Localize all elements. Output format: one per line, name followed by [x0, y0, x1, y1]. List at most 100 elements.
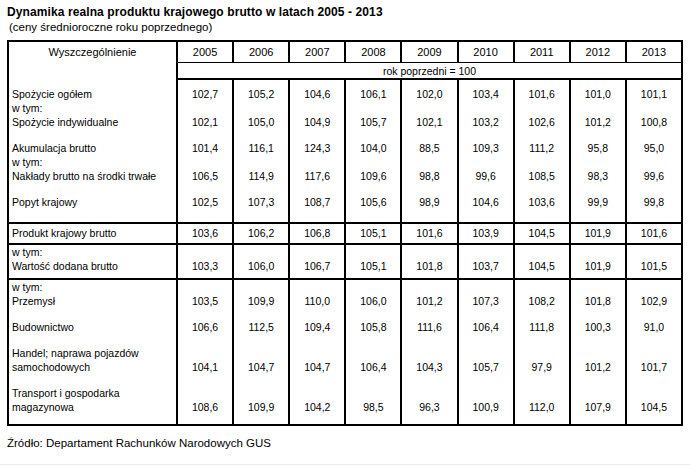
column-header-year: 2009 [401, 41, 457, 63]
value-cell [233, 346, 289, 360]
value-cell: 107,3 [458, 294, 514, 308]
value-cell [458, 279, 514, 294]
value-cell: 100,9 [458, 400, 514, 425]
value-cell: 105,1 [345, 223, 401, 244]
value-cell [570, 155, 626, 169]
value-cell: 102,6 [514, 115, 570, 129]
value-cell: 109,3 [458, 141, 514, 155]
value-cell: 101,2 [570, 360, 626, 374]
value-cell [626, 346, 682, 360]
value-cell [289, 374, 345, 386]
row-label [8, 183, 177, 195]
page-subtitle: (ceny średnioroczne roku poprzednego) [0, 19, 690, 33]
value-cell: 106,7 [289, 259, 345, 279]
value-cell [233, 374, 289, 386]
value-cell [345, 101, 401, 115]
window-edge-strip [0, 464, 690, 465]
page-title: Dynamika realna produktu krajowego brutt… [0, 0, 690, 19]
value-cell [401, 308, 457, 320]
value-cell [401, 155, 457, 169]
value-cell [570, 101, 626, 115]
gdp-dynamics-table: Wyszczególnienie 2005 2006 2007 2008 200… [7, 40, 683, 426]
value-cell: 106,0 [345, 294, 401, 308]
table-row: Produkt krajowy brutto103,6106,2106,8105… [8, 223, 682, 244]
column-header-year: 2007 [289, 41, 345, 63]
value-cell [458, 308, 514, 320]
value-cell: 112,5 [233, 320, 289, 334]
value-cell [570, 386, 626, 400]
column-header-year: 2013 [626, 41, 682, 63]
value-cell [458, 244, 514, 259]
value-cell: 106,4 [345, 360, 401, 374]
value-cell [177, 279, 233, 294]
value-cell [626, 129, 682, 141]
value-cell [177, 129, 233, 141]
value-cell [177, 183, 233, 195]
value-cell [289, 101, 345, 115]
value-cell [458, 386, 514, 400]
value-cell [458, 129, 514, 141]
row-label: magazynowa [8, 400, 177, 425]
value-cell: 105,6 [345, 195, 401, 223]
value-cell: 95,8 [570, 141, 626, 155]
value-cell [289, 346, 345, 360]
table-row: Nakłady brutto na środki trwałe106,5114,… [8, 169, 682, 183]
value-cell [289, 129, 345, 141]
value-cell: 101,7 [626, 360, 682, 374]
value-cell: 104,9 [289, 115, 345, 129]
row-label [8, 334, 177, 346]
value-cell [177, 346, 233, 360]
value-cell: 100,8 [626, 115, 682, 129]
value-cell: 108,6 [177, 400, 233, 425]
table-row: Spożycie ogółem102,7105,2104,6106,1102,0… [8, 79, 682, 101]
value-cell [570, 129, 626, 141]
value-cell [233, 155, 289, 169]
value-cell: 105,8 [345, 320, 401, 334]
value-cell: 114,9 [233, 169, 289, 183]
value-cell: 101,5 [626, 259, 682, 279]
value-cell: 117,6 [289, 169, 345, 183]
value-cell: 96,3 [401, 400, 457, 425]
value-cell [626, 244, 682, 259]
row-label [8, 374, 177, 386]
table-row: Handel; naprawa pojazdów [8, 346, 682, 360]
value-cell: 106,5 [177, 169, 233, 183]
value-cell: 99,6 [626, 169, 682, 183]
value-cell [401, 129, 457, 141]
value-cell: 104,0 [345, 141, 401, 155]
table-row: Spożycie indywidualne102,1105,0104,9105,… [8, 115, 682, 129]
value-cell [177, 334, 233, 346]
value-cell [233, 129, 289, 141]
value-cell: 104,5 [514, 223, 570, 244]
value-cell: 105,0 [233, 115, 289, 129]
value-cell [514, 308, 570, 320]
value-cell [570, 183, 626, 195]
value-cell [458, 374, 514, 386]
value-cell [458, 101, 514, 115]
table-header-row: Wyszczególnienie 2005 2006 2007 2008 200… [8, 41, 682, 63]
value-cell: 103,9 [458, 223, 514, 244]
value-cell: 101,6 [401, 223, 457, 244]
value-cell: 101,8 [401, 259, 457, 279]
value-cell [345, 279, 401, 294]
table-row: w tym: [8, 279, 682, 294]
table-row: Przemysł103,5109,9110,0106,0101,2107,310… [8, 294, 682, 308]
value-cell: 102,9 [626, 294, 682, 308]
value-cell [233, 101, 289, 115]
value-cell [626, 334, 682, 346]
value-cell: 109,9 [233, 294, 289, 308]
value-cell: 106,4 [458, 320, 514, 334]
value-cell: 95,0 [626, 141, 682, 155]
value-cell [177, 155, 233, 169]
value-cell [514, 374, 570, 386]
value-cell: 109,6 [345, 169, 401, 183]
value-cell: 104,7 [233, 360, 289, 374]
table-row: Wartość dodana brutto103,3106,0106,7105,… [8, 259, 682, 279]
value-cell: 104,2 [289, 400, 345, 425]
value-cell: 108,5 [514, 169, 570, 183]
row-label: Przemysł [8, 294, 177, 308]
value-cell: 99,8 [626, 195, 682, 223]
value-cell [570, 374, 626, 386]
value-cell [289, 279, 345, 294]
value-cell: 106,1 [345, 79, 401, 101]
